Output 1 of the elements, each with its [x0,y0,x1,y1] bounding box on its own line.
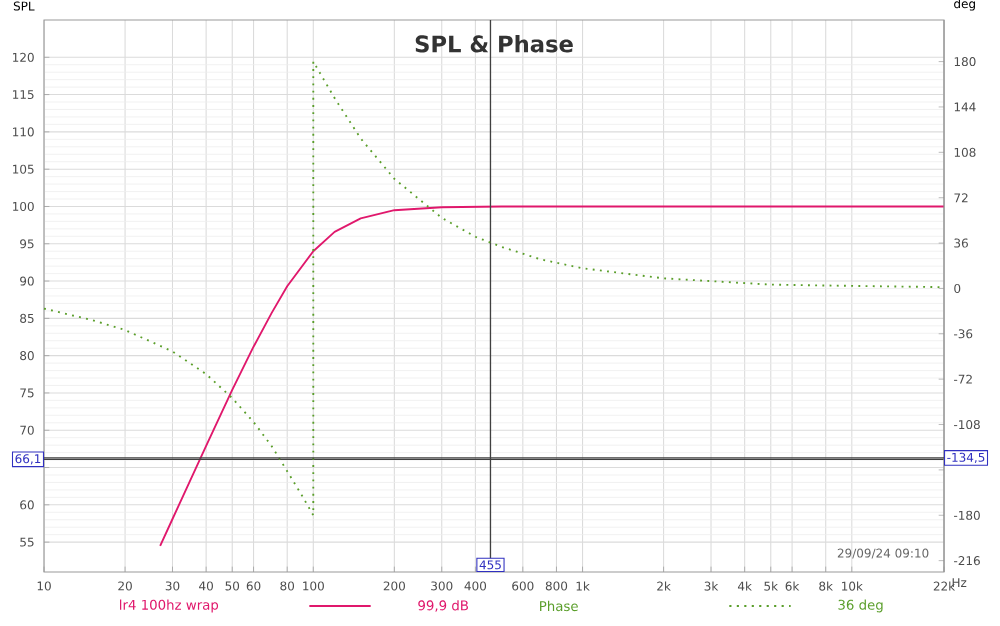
text: SPL & Phase [415,34,573,53]
